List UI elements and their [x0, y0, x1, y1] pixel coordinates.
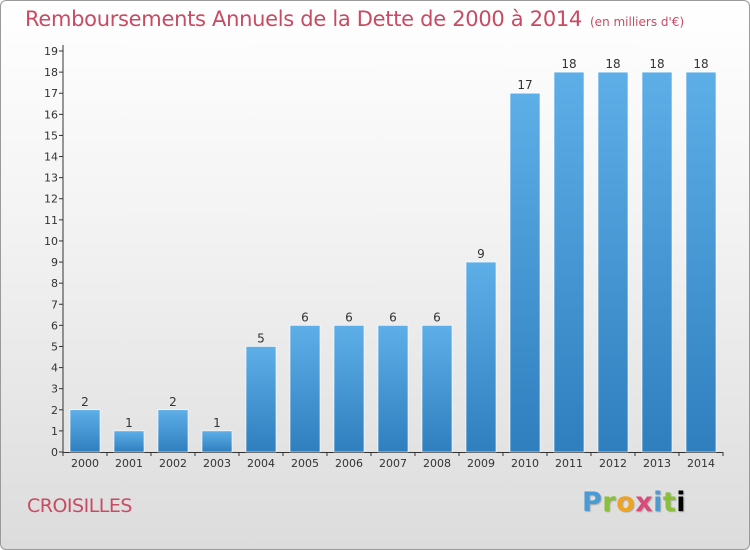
bar-2008 [421, 325, 453, 453]
x-tick-label-2005: 2005 [291, 457, 319, 470]
y-tick-label: 9 [51, 256, 58, 269]
bar-series: 2 1 2 1 5 6 6 6 6 9 17 18 18 18 18 [69, 57, 717, 453]
logo-letter: o [616, 487, 636, 518]
chart-title: Remboursements Annuels de la Dette de 20… [25, 7, 684, 31]
value-label-2012: 18 [605, 57, 620, 71]
y-tick-label: 12 [44, 193, 58, 206]
bar-2002 [157, 409, 189, 453]
bar-2012 [597, 71, 629, 453]
bar-2001 [113, 430, 145, 453]
value-label-2001: 1 [125, 416, 133, 430]
y-tick-label: 6 [51, 319, 58, 332]
value-label-2000: 2 [81, 395, 89, 409]
chart-title-text: Remboursements Annuels de la Dette de 20… [25, 7, 582, 31]
x-tick-label-2014: 2014 [687, 457, 715, 470]
x-tick-label-2004: 2004 [247, 457, 275, 470]
x-tick-label-2006: 2006 [335, 457, 363, 470]
y-tick-label: 18 [44, 66, 58, 79]
value-label-2013: 18 [649, 57, 664, 71]
y-tick-label: 4 [51, 362, 58, 375]
value-label-2011: 18 [561, 57, 576, 71]
y-tick-label: 5 [51, 340, 58, 353]
x-tick-label-2000: 2000 [71, 457, 99, 470]
commune-name: CROISILLES [27, 495, 132, 517]
bar-2014 [685, 71, 717, 453]
logo-letter: i [676, 487, 687, 518]
value-label-2005: 6 [301, 310, 309, 324]
x-tick-label-2003: 2003 [203, 457, 231, 470]
x-axis-ticks: 2000 2001 2002 2003 2004 2005 2006 2007 2008 2009… [62, 452, 724, 470]
y-tick-label: 1 [51, 425, 58, 438]
x-tick-label-2013: 2013 [643, 457, 671, 470]
value-label-2008: 6 [433, 310, 441, 324]
x-tick-label-2008: 2008 [423, 457, 451, 470]
y-tick-label: 3 [51, 383, 58, 396]
value-label-2004: 5 [257, 331, 265, 345]
logo-letter: x [635, 487, 654, 518]
logo-letter: P [582, 487, 603, 518]
y-tick-label: 2 [51, 404, 58, 417]
x-tick-label-2002: 2002 [159, 457, 187, 470]
x-tick-label-2012: 2012 [599, 457, 627, 470]
logo-letter: t [662, 487, 677, 518]
bar-2010 [509, 92, 541, 453]
y-tick-label: 14 [44, 151, 58, 164]
value-label-2007: 6 [389, 310, 397, 324]
value-label-2006: 6 [345, 310, 353, 324]
bar-2007 [377, 325, 409, 453]
y-tick-label: 7 [51, 298, 58, 311]
logo-letter: r [602, 487, 617, 518]
x-tick-label-2007: 2007 [379, 457, 407, 470]
y-tick-label: 13 [44, 172, 58, 185]
chart-subtitle: (en milliers d'€) [590, 15, 685, 29]
bar-2013 [641, 71, 673, 453]
x-tick-label-2010: 2010 [511, 457, 539, 470]
y-tick-label: 0 [51, 446, 58, 459]
y-tick-label: 16 [44, 108, 58, 121]
bar-2009 [465, 261, 497, 453]
x-tick-label-2009: 2009 [467, 457, 495, 470]
bar-2004 [245, 346, 277, 453]
y-tick-label: 11 [44, 214, 58, 227]
proxiti-logo: Proxiti [582, 487, 686, 518]
bar-2006 [333, 325, 365, 453]
x-tick-label-2001: 2001 [115, 457, 143, 470]
bar-2003 [201, 430, 233, 453]
logo-letter: i [653, 487, 663, 518]
bar-2000 [69, 409, 101, 453]
y-tick-label: 8 [51, 277, 58, 290]
bar-2005 [289, 325, 321, 453]
y-tick-label: 17 [44, 87, 58, 100]
y-tick-label: 19 [44, 45, 58, 58]
value-label-2010: 17 [517, 78, 532, 92]
x-tick-label-2011: 2011 [555, 457, 583, 470]
value-label-2009: 9 [477, 247, 485, 261]
y-tick-label: 10 [44, 235, 58, 248]
value-label-2003: 1 [213, 416, 221, 430]
bar-2011 [553, 71, 585, 453]
value-label-2002: 2 [169, 395, 177, 409]
y-tick-label: 15 [44, 129, 58, 142]
value-label-2014: 18 [693, 57, 708, 71]
